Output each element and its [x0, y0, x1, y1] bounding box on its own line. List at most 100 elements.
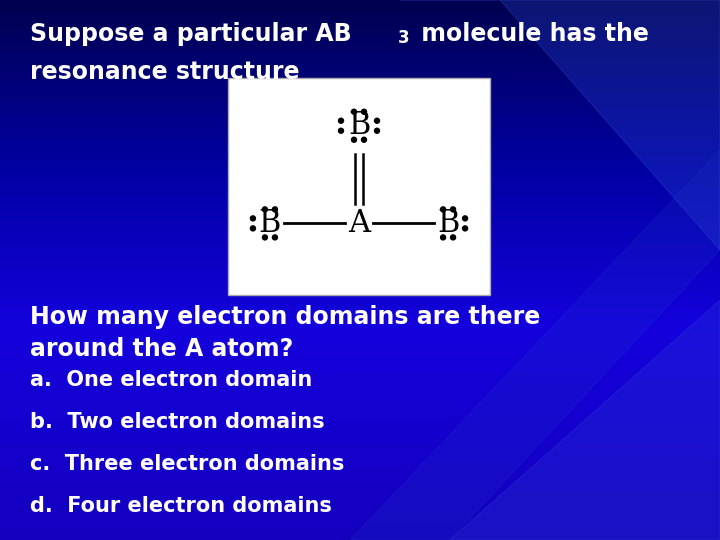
Bar — [0, 216, 720, 222]
Text: b.  Two electron domains: b. Two electron domains — [30, 412, 325, 432]
Bar — [0, 362, 720, 368]
Bar — [0, 464, 720, 471]
Bar — [0, 346, 720, 352]
Bar — [0, 200, 720, 206]
Text: c.  Three electron domains: c. Three electron domains — [30, 454, 344, 474]
Bar — [0, 437, 720, 444]
Bar — [0, 481, 720, 487]
Bar — [0, 232, 720, 239]
Bar — [0, 443, 720, 449]
Bar — [0, 394, 720, 401]
Bar — [0, 275, 720, 282]
Bar — [0, 135, 720, 141]
Bar — [0, 497, 720, 503]
Bar — [0, 59, 720, 66]
Bar — [0, 351, 720, 357]
Bar — [0, 356, 720, 363]
Bar — [0, 491, 720, 498]
Bar — [0, 308, 720, 314]
Circle shape — [374, 128, 379, 133]
Bar — [0, 151, 720, 158]
Text: B: B — [258, 208, 281, 239]
Bar — [0, 65, 720, 71]
Bar — [0, 324, 720, 330]
Bar — [0, 400, 720, 406]
Bar — [0, 286, 720, 293]
Polygon shape — [450, 300, 720, 540]
Circle shape — [338, 118, 343, 123]
Bar — [0, 405, 720, 411]
Polygon shape — [350, 150, 720, 540]
Bar — [0, 146, 720, 152]
Bar — [0, 502, 720, 509]
Circle shape — [451, 235, 456, 240]
Bar — [0, 270, 720, 276]
Circle shape — [441, 235, 446, 240]
Bar — [0, 119, 720, 125]
Circle shape — [374, 118, 379, 123]
Bar — [0, 49, 720, 55]
Bar — [0, 130, 720, 136]
Bar — [0, 421, 720, 428]
Text: Suppose a particular AB: Suppose a particular AB — [30, 22, 351, 46]
Bar — [0, 518, 720, 525]
Bar — [0, 459, 720, 465]
Bar — [0, 475, 720, 482]
Text: around the A atom?: around the A atom? — [30, 337, 293, 361]
Text: B: B — [437, 208, 459, 239]
Circle shape — [441, 207, 446, 212]
Circle shape — [351, 137, 356, 142]
Bar — [0, 470, 720, 476]
Bar — [0, 205, 720, 212]
Circle shape — [262, 207, 267, 212]
Bar — [0, 302, 720, 309]
Circle shape — [451, 207, 456, 212]
Circle shape — [262, 235, 267, 240]
Bar — [0, 76, 720, 82]
Bar — [0, 113, 720, 120]
Bar — [0, 108, 720, 114]
Circle shape — [272, 235, 277, 240]
Bar — [0, 416, 720, 422]
Bar — [0, 92, 720, 98]
Bar — [0, 86, 720, 93]
Text: resonance structure: resonance structure — [30, 60, 300, 84]
Bar — [0, 5, 720, 12]
Bar — [0, 292, 720, 298]
Circle shape — [251, 226, 256, 231]
Bar — [0, 11, 720, 17]
Bar — [0, 259, 720, 266]
Text: molecule has the: molecule has the — [413, 22, 649, 46]
Bar — [0, 162, 720, 168]
Bar — [0, 427, 720, 433]
Bar — [0, 448, 720, 455]
Bar — [0, 184, 720, 190]
Bar — [0, 313, 720, 320]
Bar — [0, 194, 720, 201]
Bar — [0, 70, 720, 77]
Bar — [0, 0, 720, 6]
Bar — [228, 78, 490, 295]
Bar — [0, 248, 720, 255]
Bar — [0, 54, 720, 60]
Circle shape — [272, 207, 277, 212]
Bar — [0, 38, 720, 44]
Bar — [0, 157, 720, 163]
Bar — [0, 43, 720, 50]
Bar — [0, 340, 720, 347]
Bar — [0, 173, 720, 179]
Text: B: B — [348, 110, 370, 141]
Bar — [0, 27, 720, 33]
Text: A: A — [348, 208, 370, 239]
Bar — [0, 16, 720, 23]
Bar — [0, 454, 720, 460]
Bar — [0, 329, 720, 336]
Bar — [0, 254, 720, 260]
Circle shape — [361, 137, 366, 142]
Bar — [0, 227, 720, 233]
Bar — [0, 211, 720, 217]
Text: a.  One electron domain: a. One electron domain — [30, 370, 312, 390]
Bar — [0, 389, 720, 395]
Bar — [0, 432, 720, 438]
Bar — [0, 81, 720, 87]
